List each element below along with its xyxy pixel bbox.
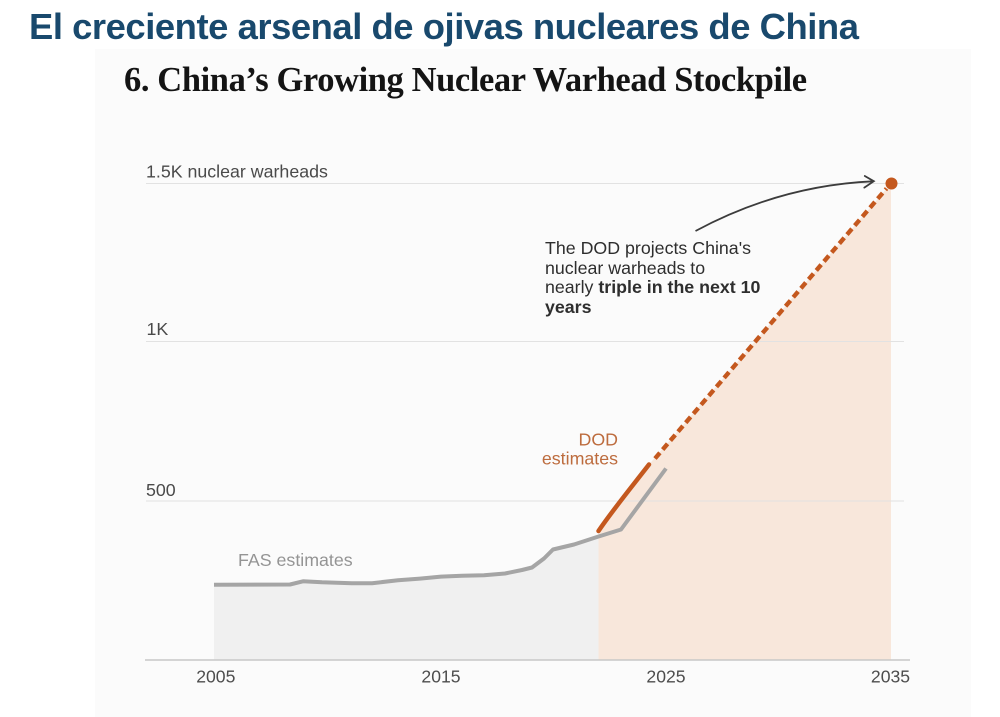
svg-text:2015: 2015 — [421, 667, 460, 687]
svg-text:2035: 2035 — [871, 667, 910, 687]
svg-text:FAS estimates: FAS estimates — [238, 550, 353, 570]
svg-text:2025: 2025 — [646, 667, 685, 687]
svg-text:1.5K nuclear warheads: 1.5K nuclear warheads — [146, 162, 328, 182]
svg-text:1K: 1K — [147, 319, 169, 339]
svg-text:500: 500 — [146, 480, 176, 500]
svg-text:estimates: estimates — [542, 449, 618, 469]
svg-text:2005: 2005 — [196, 667, 235, 687]
svg-text:DOD: DOD — [578, 430, 618, 450]
